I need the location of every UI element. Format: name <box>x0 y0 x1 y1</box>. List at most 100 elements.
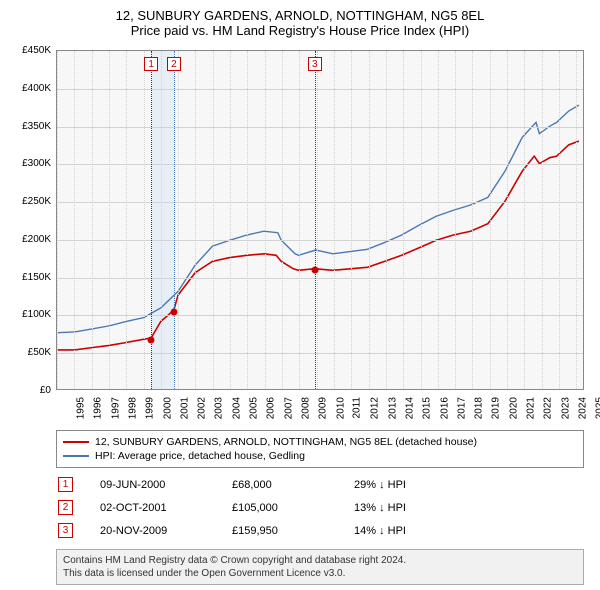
y-axis-label: £150K <box>9 272 51 283</box>
gridline-vertical <box>213 51 214 389</box>
gridline-vertical <box>317 51 318 389</box>
event-delta: 29% ↓ HPI <box>354 474 582 495</box>
gridline-vertical <box>559 51 560 389</box>
gridline-vertical <box>472 51 473 389</box>
event-number-box: 2 <box>58 500 73 515</box>
legend-swatch <box>63 455 89 457</box>
chart-area: £0 £50K £100K £150K £200K £250K £300K £350K £400… <box>10 44 590 424</box>
x-axis-label: 2002 <box>196 397 207 419</box>
gridline-vertical <box>421 51 422 389</box>
x-axis-label: 2013 <box>387 397 398 419</box>
y-axis-label: £100K <box>9 309 51 320</box>
x-axis-label: 1995 <box>75 397 86 419</box>
gridline-horizontal <box>57 240 583 241</box>
gridline-vertical <box>524 51 525 389</box>
x-axis-label: 2012 <box>370 397 381 419</box>
x-axis-label: 2014 <box>404 397 415 419</box>
chart-title: 12, SUNBURY GARDENS, ARNOLD, NOTTINGHAM,… <box>10 8 590 23</box>
legend-label: HPI: Average price, detached house, Gedl… <box>95 450 305 462</box>
gridline-horizontal <box>57 127 583 128</box>
x-axis-label: 2007 <box>283 397 294 419</box>
x-axis-label: 2021 <box>525 397 536 419</box>
legend-item-hpi: HPI: Average price, detached house, Gedl… <box>63 449 577 463</box>
sale-point <box>170 308 177 315</box>
event-price: £105,000 <box>232 497 352 518</box>
legend-item-property: 12, SUNBURY GARDENS, ARNOLD, NOTTINGHAM,… <box>63 435 577 449</box>
event-number-box: 3 <box>58 523 73 538</box>
gridline-horizontal <box>57 164 583 165</box>
gridline-vertical <box>92 51 93 389</box>
gridline-vertical <box>490 51 491 389</box>
y-axis-label: £50K <box>9 347 51 358</box>
series-line-property <box>58 141 579 350</box>
x-axis-label: 2006 <box>266 397 277 419</box>
event-number-box: 1 <box>58 477 73 492</box>
event-price: £68,000 <box>232 474 352 495</box>
gridline-horizontal <box>57 278 583 279</box>
x-axis-label: 2005 <box>248 397 259 419</box>
event-date: 09-JUN-2000 <box>100 474 230 495</box>
y-axis-label: £200K <box>9 234 51 245</box>
sale-point <box>311 267 318 274</box>
gridline-vertical <box>299 51 300 389</box>
gridline-vertical <box>195 51 196 389</box>
gridline-vertical <box>282 51 283 389</box>
series-svg <box>57 51 583 389</box>
y-axis-label: £350K <box>9 121 51 132</box>
gridline-horizontal <box>57 89 583 90</box>
event-line <box>315 51 316 389</box>
event-price: £159,950 <box>232 520 352 541</box>
x-axis-label: 2011 <box>351 397 362 419</box>
event-delta: 13% ↓ HPI <box>354 497 582 518</box>
gridline-vertical <box>576 51 577 389</box>
y-axis-label: £250K <box>9 196 51 207</box>
footer-line: Contains HM Land Registry data © Crown c… <box>63 554 577 567</box>
legend-label: 12, SUNBURY GARDENS, ARNOLD, NOTTINGHAM,… <box>95 436 477 448</box>
footer-line: This data is licensed under the Open Gov… <box>63 567 577 580</box>
events-table: 1 09-JUN-2000£68,00029% ↓ HPI202-OCT-2001… <box>56 472 584 543</box>
gridline-vertical <box>178 51 179 389</box>
gridline-horizontal <box>57 353 583 354</box>
x-axis-label: 2009 <box>318 397 329 419</box>
x-axis-label: 2008 <box>300 397 311 419</box>
x-axis-label: 2010 <box>335 397 346 419</box>
gridline-vertical <box>438 51 439 389</box>
gridline-vertical <box>247 51 248 389</box>
x-axis-label: 1999 <box>144 397 155 419</box>
gridline-vertical <box>386 51 387 389</box>
gridline-vertical <box>455 51 456 389</box>
x-axis-label: 2001 <box>179 397 190 419</box>
y-axis-label: £300K <box>9 158 51 169</box>
event-date: 20-NOV-2009 <box>100 520 230 541</box>
x-axis-label: 2003 <box>214 397 225 419</box>
attribution-footer: Contains HM Land Registry data © Crown c… <box>56 549 584 585</box>
sale-point <box>148 336 155 343</box>
event-marker: 3 <box>308 57 322 71</box>
x-axis-label: 2022 <box>543 397 554 419</box>
gridline-vertical <box>351 51 352 389</box>
x-axis-label: 2000 <box>162 397 173 419</box>
gridline-horizontal <box>57 202 583 203</box>
legend: 12, SUNBURY GARDENS, ARNOLD, NOTTINGHAM,… <box>56 430 584 468</box>
x-axis-label: 2024 <box>577 397 588 419</box>
series-line-hpi <box>58 105 579 333</box>
chart-container: 12, SUNBURY GARDENS, ARNOLD, NOTTINGHAM,… <box>0 0 600 590</box>
x-axis-label: 2004 <box>231 397 242 419</box>
x-axis-label: 2019 <box>491 397 502 419</box>
gridline-vertical <box>403 51 404 389</box>
gridline-vertical <box>109 51 110 389</box>
gridline-horizontal <box>57 315 583 316</box>
x-axis-label: 1998 <box>127 397 138 419</box>
y-axis-label: £400K <box>9 83 51 94</box>
gridline-vertical <box>144 51 145 389</box>
event-marker: 1 <box>144 57 158 71</box>
x-axis-label: 2023 <box>560 397 571 419</box>
event-row: 202-OCT-2001£105,00013% ↓ HPI <box>58 497 582 518</box>
y-axis-label: £0 <box>9 385 51 396</box>
event-delta: 14% ↓ HPI <box>354 520 582 541</box>
gridline-vertical <box>507 51 508 389</box>
event-marker: 2 <box>167 57 181 71</box>
legend-swatch <box>63 441 89 443</box>
gridline-vertical <box>230 51 231 389</box>
x-axis-label: 2025 <box>595 397 600 419</box>
